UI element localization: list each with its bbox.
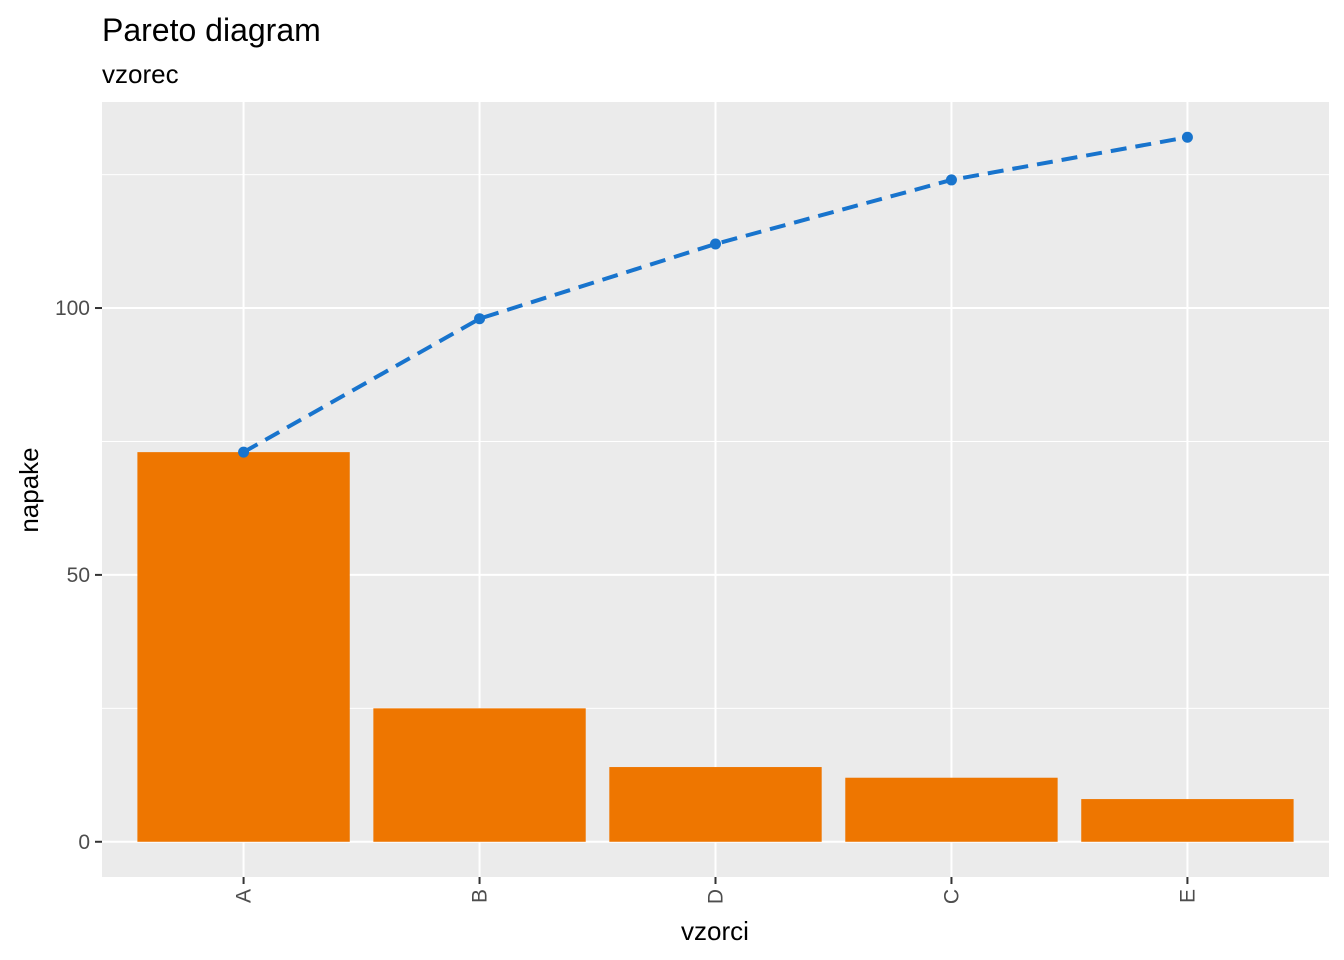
x-tick-label: D	[705, 889, 728, 904]
bar-A	[137, 452, 350, 842]
cumulative-point-D	[710, 238, 721, 250]
bar-C	[845, 777, 1058, 842]
x-tick-label: E	[1176, 889, 1199, 903]
x-tick-label: C	[940, 889, 963, 904]
bar-B	[373, 708, 586, 842]
x-tick-label: B	[469, 889, 492, 903]
bar-E	[1081, 799, 1294, 842]
cumulative-point-E	[1181, 131, 1193, 143]
y-axis: 0 50 100	[55, 297, 102, 854]
x-axis-title: vzorci	[681, 916, 749, 946]
cumulative-point-B	[474, 313, 486, 325]
y-tick-label: 100	[55, 297, 90, 320]
cumulative-point-A	[238, 446, 250, 458]
bars	[137, 452, 1294, 842]
y-axis-title: napake	[14, 447, 44, 532]
x-tick-label: A	[233, 889, 256, 903]
cumulative-point-C	[945, 174, 957, 186]
chart-title: Pareto diagram	[102, 12, 321, 48]
y-tick-label: 0	[78, 831, 90, 854]
cumulative-line-layer	[238, 131, 1193, 458]
cumulative-line	[242, 135, 1188, 454]
y-tick-label: 50	[67, 564, 90, 587]
grid-lines	[102, 102, 1329, 877]
bar-D	[609, 767, 822, 842]
chart-subtitle: vzorec	[102, 59, 179, 89]
